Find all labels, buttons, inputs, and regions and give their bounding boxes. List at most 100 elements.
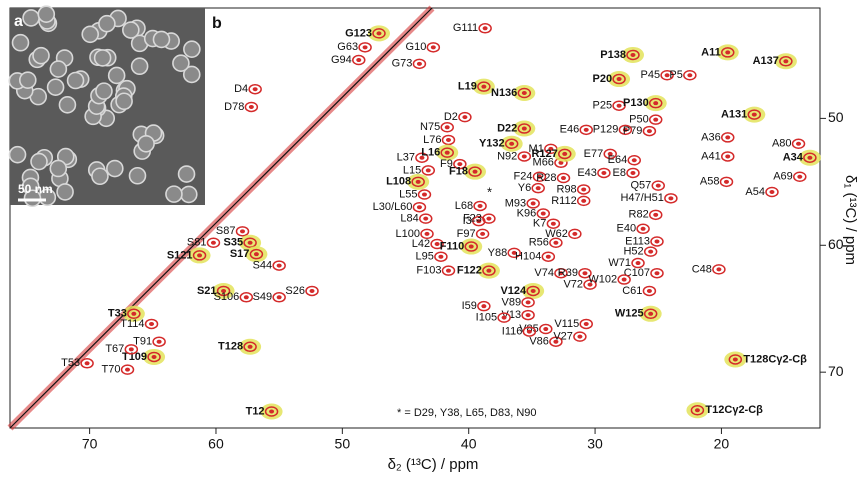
peak-contour [445, 268, 451, 273]
peak-contour [769, 189, 775, 194]
peak [468, 166, 482, 177]
peak-label: W125 [615, 308, 644, 320]
peak-contour [468, 244, 474, 249]
peak-label: Y6 [518, 182, 531, 194]
peak-contour [581, 198, 587, 203]
peak [683, 70, 697, 81]
peak-label: H52 [623, 246, 643, 258]
x-tick-label: 50 [335, 436, 351, 452]
peak-label: N75 [420, 121, 440, 133]
peak-contour [553, 339, 559, 344]
peak-label: M66 [533, 157, 554, 169]
peak [660, 70, 674, 81]
peak [631, 257, 645, 269]
peak-label: A137 [753, 55, 779, 67]
peak-label: S121 [167, 249, 193, 261]
peak [791, 138, 806, 150]
peak [546, 218, 561, 229]
scale-bar-label: 50 nm [18, 182, 53, 196]
peak-label: A54 [745, 186, 765, 198]
peak-label: L42 [412, 238, 430, 250]
peak-contour [438, 254, 444, 259]
peak-label: P5 [669, 69, 682, 81]
peak-label: V86 [529, 336, 549, 348]
peak [526, 198, 540, 209]
peak [541, 251, 556, 262]
peak [648, 114, 663, 125]
peak-contour [572, 231, 578, 236]
peak-label: A69 [773, 171, 793, 183]
peak-contour [548, 146, 554, 151]
peak [127, 308, 141, 320]
peak-contour [616, 77, 622, 82]
peak [441, 134, 456, 146]
peak-contour [511, 250, 517, 255]
peak-contour [156, 339, 162, 344]
peak-label: G73 [392, 58, 413, 70]
peak [526, 285, 540, 297]
peak [120, 364, 135, 375]
star: * [487, 184, 492, 199]
peak-label: T114 [120, 318, 144, 330]
peak [636, 223, 650, 235]
peak [441, 265, 456, 276]
peak-contour [415, 179, 421, 184]
peak-label: V27 [553, 331, 573, 343]
particle [130, 57, 149, 76]
peak-label: L16 [421, 147, 440, 159]
peak-contour [197, 253, 203, 258]
peak [477, 81, 491, 92]
peak-contour [362, 45, 368, 50]
particle [46, 78, 65, 97]
peak [243, 341, 257, 353]
peak-contour [151, 354, 157, 359]
peak [522, 326, 537, 337]
peak-contour [481, 304, 487, 309]
peak [650, 267, 664, 279]
peak [372, 28, 386, 39]
peak [747, 109, 762, 120]
peak-label: T128Cγ2-Cβ [743, 353, 807, 365]
peak-contour [601, 170, 607, 175]
peak [651, 180, 666, 191]
peak-label: H47/H51 [620, 192, 663, 204]
peak-contour [445, 137, 451, 142]
particle [49, 60, 68, 78]
peak [557, 148, 572, 160]
peak [477, 300, 491, 312]
peak [642, 125, 657, 137]
peak [517, 123, 532, 134]
peak-label: F110 [440, 240, 464, 252]
peak-label: R112 [551, 195, 576, 207]
peak [712, 264, 726, 275]
peak [248, 83, 262, 95]
peak-label: E43 [577, 167, 597, 179]
y-tick-label: 50 [828, 109, 844, 125]
peak-label: T12 [246, 405, 265, 417]
peak [643, 308, 658, 320]
peak-label: F97 [457, 228, 476, 240]
particle [128, 166, 147, 185]
peak-label: F23 [463, 213, 482, 225]
particle [23, 189, 42, 208]
peak [412, 58, 427, 70]
peak [80, 358, 94, 369]
peak-contour [149, 321, 155, 326]
y-tick-label: 60 [828, 236, 844, 252]
peak [473, 200, 487, 212]
peak-contour [646, 129, 652, 134]
peak-contour [243, 295, 249, 300]
peak-contour [482, 26, 488, 31]
peak-contour [221, 288, 227, 293]
peak-contour [653, 212, 659, 217]
peak-contour [694, 408, 700, 413]
peak-label: L15 [403, 164, 421, 176]
particle [95, 82, 113, 100]
peak [576, 184, 591, 195]
peak-contour [253, 252, 259, 257]
peak-contour [635, 261, 641, 266]
peak [603, 148, 617, 160]
peak-label: G10 [406, 41, 427, 53]
peak-contour [653, 101, 659, 106]
peak-contour [796, 141, 802, 146]
